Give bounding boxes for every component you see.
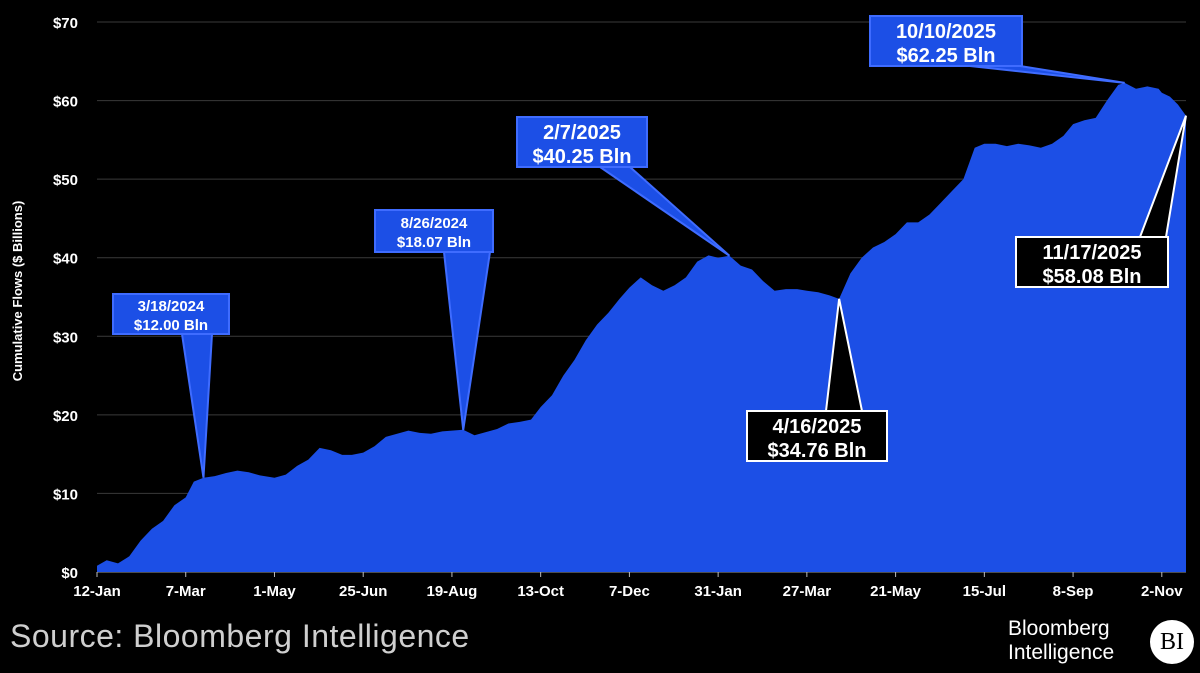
callout-box bbox=[869, 15, 1023, 67]
x-tick-label: 31-Jan bbox=[694, 583, 742, 600]
callout-date: 11/17/2025 bbox=[1043, 242, 1142, 264]
x-tick-label: 7-Dec bbox=[609, 583, 650, 600]
x-tick-label: 21-May bbox=[870, 583, 922, 600]
callout-pointer bbox=[969, 65, 1125, 84]
x-axis-ticks: 12-Jan 7-Mar 1-May 25-Jun 19-Aug 13-Oct 7-Dec 3… bbox=[73, 572, 1183, 600]
y-tick-label: $10 bbox=[53, 486, 78, 503]
y-tick-label: $70 bbox=[53, 15, 78, 32]
callout-pointer bbox=[442, 251, 492, 431]
bloomberg-intelligence-logo: Bloomberg Intelligence BI bbox=[1008, 617, 1198, 669]
y-tick-label: $30 bbox=[53, 329, 78, 346]
x-tick-label: 27-Mar bbox=[783, 583, 832, 600]
annotation-callout: 8/26/2024 $18.07 Bln bbox=[374, 209, 494, 431]
callout-value: $12.00 Bln bbox=[134, 317, 208, 334]
callout-value: $58.08 Bln bbox=[1043, 266, 1142, 288]
callout-box bbox=[1015, 236, 1169, 288]
annotation-callout: 3/18/2024 $12.00 Bln bbox=[112, 293, 230, 478]
callout-date: 8/26/2024 bbox=[401, 215, 468, 232]
logo-text: Bloomberg Intelligence bbox=[1008, 617, 1114, 665]
x-tick-label: 13-Oct bbox=[517, 583, 564, 600]
x-tick-label: 2-Nov bbox=[1141, 583, 1183, 600]
y-tick-label: $20 bbox=[53, 408, 78, 425]
y-tick-label: $0 bbox=[61, 565, 78, 582]
y-tick-label: $50 bbox=[53, 172, 78, 189]
x-tick-label: 8-Sep bbox=[1053, 583, 1094, 600]
annotations: 3/18/2024 $12.00 Bln 8/26/2024 $18.07 Bln 2/… bbox=[112, 15, 1187, 478]
logo-line-1: Bloomberg bbox=[1008, 617, 1110, 640]
x-tick-label: 12-Jan bbox=[73, 583, 121, 600]
annotation-callout: 10/10/2025$62.25 Bln bbox=[869, 15, 1125, 84]
x-tick-label: 15-Jul bbox=[963, 583, 1006, 600]
callout-value: $62.25 Bln bbox=[897, 45, 996, 67]
callout-value: $40.25 Bln bbox=[533, 146, 632, 168]
annotation-callout: 2/7/2025$40.25 Bln bbox=[516, 116, 731, 257]
annotation-callout: 4/16/2025$34.76 Bln bbox=[746, 298, 888, 462]
logo-line-2: Intelligence bbox=[1008, 641, 1115, 664]
callout-date: 3/18/2024 bbox=[138, 298, 205, 315]
callout-box bbox=[374, 209, 494, 253]
cumulative-flow-area bbox=[97, 82, 1186, 573]
callout-date: 2/7/2025 bbox=[543, 122, 621, 144]
callout-pointer bbox=[180, 333, 214, 478]
annotation-callout: 11/17/2025$58.08 Bln bbox=[1015, 115, 1187, 288]
callout-value: $34.76 Bln bbox=[768, 440, 867, 462]
y-tick-label: $40 bbox=[53, 251, 78, 268]
y-tick-label: $60 bbox=[53, 94, 78, 111]
callout-box bbox=[516, 116, 648, 168]
bi-badge-icon: BI bbox=[1150, 620, 1194, 664]
callout-date: 10/10/2025 bbox=[896, 21, 996, 43]
callout-date: 4/16/2025 bbox=[773, 416, 862, 438]
x-tick-label: 19-Aug bbox=[427, 583, 478, 600]
callout-box bbox=[746, 410, 888, 462]
callout-value: $18.07 Bln bbox=[397, 234, 471, 251]
callout-box bbox=[112, 293, 230, 335]
x-tick-label: 7-Mar bbox=[166, 583, 206, 600]
source-caption: Source: Bloomberg Intelligence bbox=[10, 618, 470, 654]
x-tick-label: 25-Jun bbox=[339, 583, 387, 600]
x-tick-label: 1-May bbox=[253, 583, 296, 600]
y-axis-label: Cumulative Flows ($ Billions) bbox=[10, 201, 25, 382]
y-axis-ticks: $0 $10 $20 $30 $40 $50 $60 $70 bbox=[53, 15, 78, 582]
callout-pointer bbox=[596, 166, 731, 257]
